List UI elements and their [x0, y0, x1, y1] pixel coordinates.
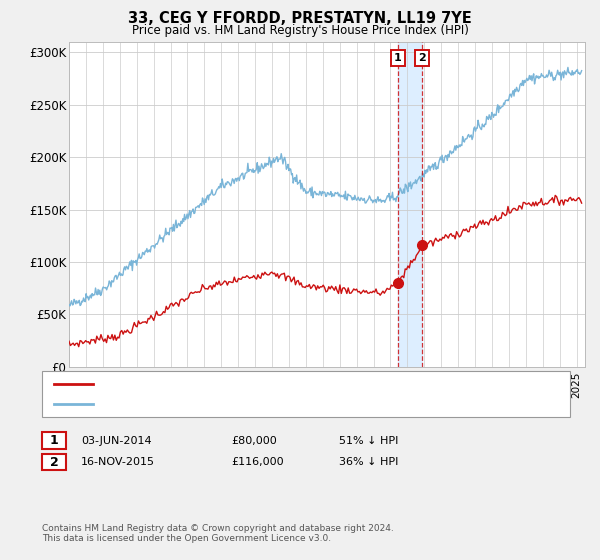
- Text: Price paid vs. HM Land Registry's House Price Index (HPI): Price paid vs. HM Land Registry's House …: [131, 24, 469, 36]
- Bar: [398, 42, 422, 367]
- Text: 33, CEG Y FFORDD, PRESTATYN, LL19 7YE: 33, CEG Y FFORDD, PRESTATYN, LL19 7YE: [128, 11, 472, 26]
- Text: 16-NOV-2015: 16-NOV-2015: [81, 457, 155, 467]
- Text: 36% ↓ HPI: 36% ↓ HPI: [339, 457, 398, 467]
- Text: £116,000: £116,000: [231, 457, 284, 467]
- Text: 03-JUN-2014: 03-JUN-2014: [81, 436, 152, 446]
- Text: 1: 1: [394, 53, 401, 63]
- Text: 1: 1: [50, 434, 58, 447]
- Text: 33, CEG Y FFORDD, PRESTATYN, LL19 7YE (detached house): 33, CEG Y FFORDD, PRESTATYN, LL19 7YE (d…: [99, 379, 411, 389]
- Text: HPI: Average price, detached house, Denbighshire: HPI: Average price, detached house, Denb…: [99, 399, 361, 409]
- Text: Contains HM Land Registry data © Crown copyright and database right 2024.
This d: Contains HM Land Registry data © Crown c…: [42, 524, 394, 543]
- Text: 2: 2: [418, 53, 426, 63]
- Text: £80,000: £80,000: [231, 436, 277, 446]
- Text: 51% ↓ HPI: 51% ↓ HPI: [339, 436, 398, 446]
- Text: 2: 2: [50, 455, 58, 469]
